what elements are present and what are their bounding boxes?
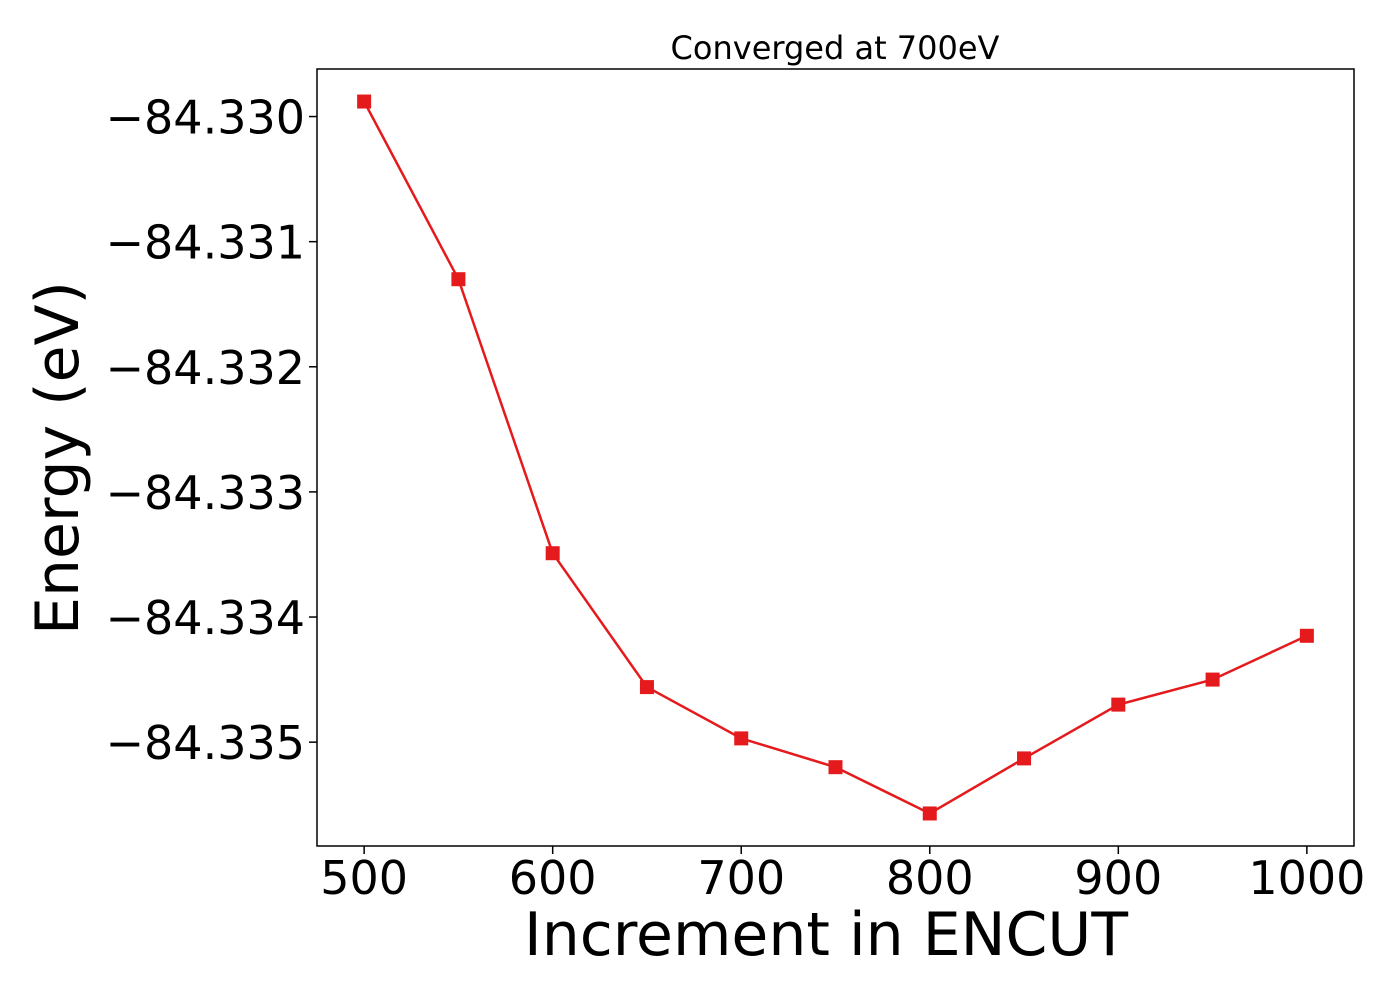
x-tick-label: 700 (697, 851, 785, 905)
data-point-marker (451, 272, 466, 287)
data-point-marker (1111, 697, 1126, 712)
data-point-marker (922, 806, 937, 821)
data-point-marker (357, 94, 372, 109)
y-tick-label: −84.334 (106, 591, 306, 645)
series-layer (357, 94, 1314, 821)
chart-title: Converged at 700eV (671, 29, 1000, 67)
y-tick-label: −84.332 (106, 341, 306, 395)
data-point-marker (828, 760, 843, 775)
y-tick-label: −84.331 (106, 216, 306, 270)
x-tick-label: 500 (320, 851, 408, 905)
y-tick-label: −84.330 (106, 91, 306, 145)
data-point-marker (1299, 628, 1314, 643)
data-point-marker (1205, 672, 1220, 687)
data-point-marker (545, 546, 560, 561)
series-line (363, 100, 1308, 815)
data-point-marker (1017, 751, 1032, 766)
y-axis-title: Energy (eV) (23, 281, 93, 635)
y-tick-label: −84.333 (106, 466, 306, 520)
x-tick-label: 900 (1074, 851, 1162, 905)
x-tick-label: 800 (886, 851, 974, 905)
y-tick-label: −84.335 (106, 716, 306, 770)
data-point-marker (734, 731, 749, 746)
x-axis: 500 600 700 800 900 1000 (320, 846, 1365, 905)
y-axis: −84.330 −84.331 −84.332 −84.333 −84.334 −84.3… (106, 91, 317, 770)
x-tick-label: 1000 (1248, 851, 1365, 905)
plot-area-frame (316, 68, 1355, 847)
data-point-marker (639, 680, 654, 695)
x-axis-title: Increment in ENCUT (524, 900, 1128, 970)
x-tick-label: 600 (509, 851, 597, 905)
